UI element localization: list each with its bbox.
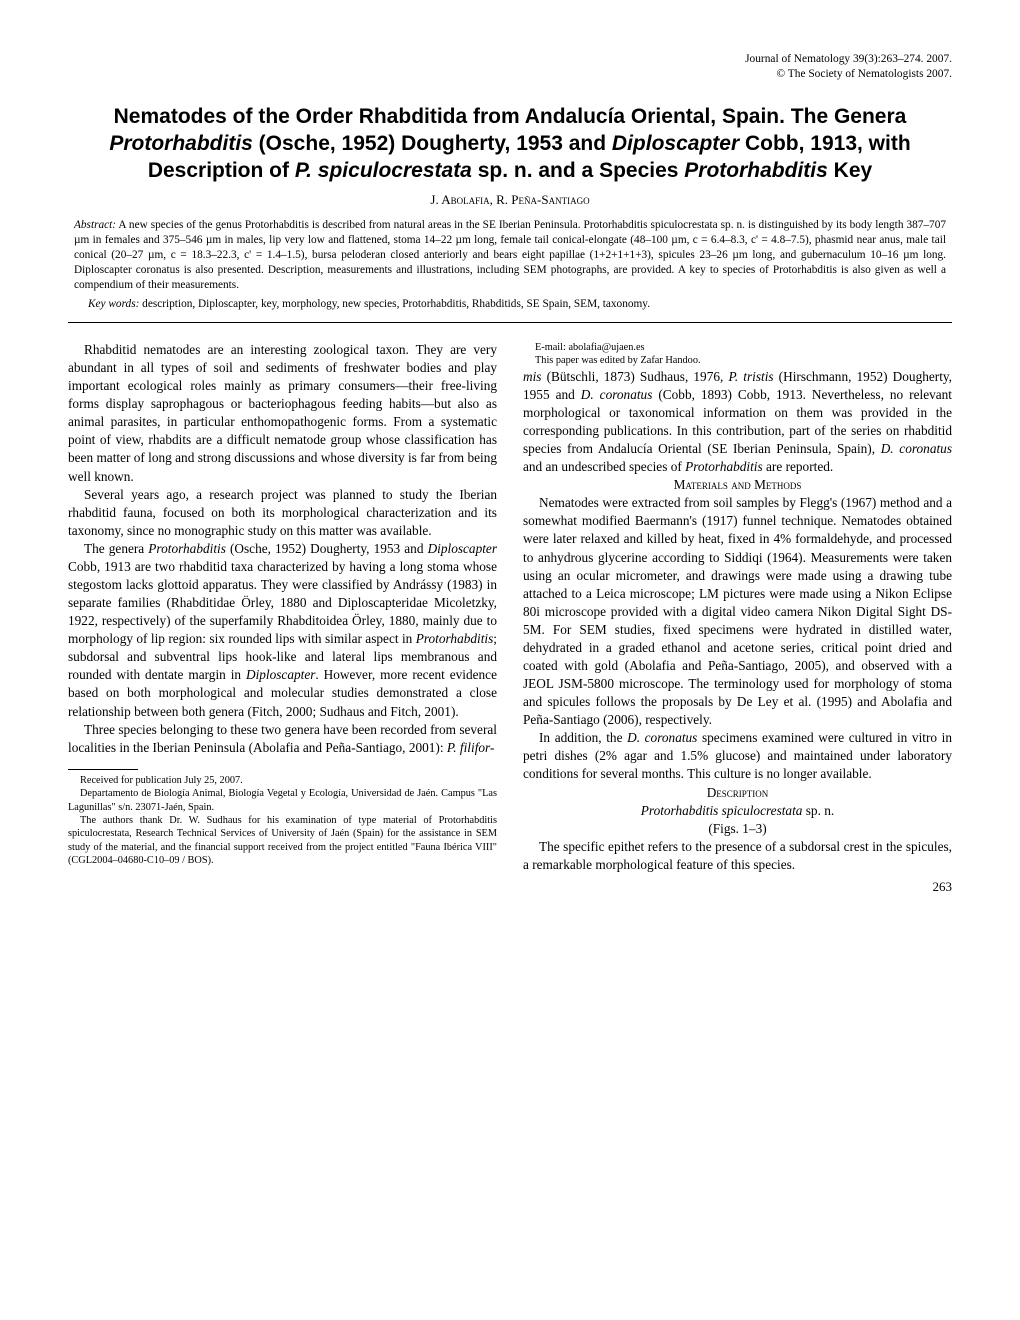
p5b: (Bütschli, 1873) Sudhaus, 1976, [541, 369, 728, 384]
materials-methods-head: Materials and Methods [523, 476, 952, 494]
title-genus3: P. spiculocrestata [295, 159, 472, 182]
keywords-body: description, Diploscapter, key, morpholo… [139, 298, 650, 310]
p3c: (Osche, 1952) Dougherty, 1953 and [226, 541, 428, 556]
p3b: Protorhabditis [148, 541, 226, 556]
p4a: Three species belonging to these two gen… [68, 722, 497, 755]
article-title: Nematodes of the Order Rhabditida from A… [68, 103, 952, 185]
title-mid3: sp. n. and a Species [472, 159, 684, 182]
species-name: Protorhabditis spiculocrestata sp. n. [523, 802, 952, 820]
figs-line: (Figs. 1–3) [523, 820, 952, 838]
title-genus1: Protorhabditis [109, 132, 253, 155]
p3f: Protorhabditis [416, 631, 494, 646]
p3a: The genera [84, 541, 148, 556]
description-head: Description [523, 784, 952, 802]
keywords-head: Key words: [88, 298, 139, 310]
p5c: P. tristis [728, 369, 773, 384]
p5g: D. coronatus [881, 441, 952, 456]
p7a: In addition, the [539, 730, 627, 745]
paragraph-8: The specific epithet refers to the prese… [523, 838, 952, 874]
species-b: sp. n. [802, 803, 834, 818]
journal-line2: © The Society of Nematologists 2007. [777, 68, 953, 80]
p7b: D. coronatus [627, 730, 697, 745]
p5a: mis [523, 369, 541, 384]
footnote-4: E-mail: abolafia@ujaen.es [523, 341, 952, 354]
p4b: P. filifor- [447, 740, 495, 755]
title-mid1: (Osche, 1952) Dougherty, 1953 and [253, 132, 612, 155]
paragraph-6: Nematodes were extracted from soil sampl… [523, 494, 952, 729]
divider [68, 322, 952, 323]
footnote-3: The authors thank Dr. W. Sudhaus for his… [68, 814, 497, 868]
paragraph-5: mis (Bütschli, 1873) Sudhaus, 1976, P. t… [523, 368, 952, 476]
paragraph-1: Rhabditid nematodes are an interesting z… [68, 341, 497, 486]
body-columns: Rhabditid nematodes are an interesting z… [68, 341, 952, 874]
footnote-1: Received for publication July 25, 2007. [68, 774, 497, 787]
paragraph-7: In addition, the D. coronatus specimens … [523, 729, 952, 783]
p3h: Diploscapter [246, 667, 315, 682]
page-number: 263 [68, 878, 952, 896]
title-genus4: Protorhabditis [684, 159, 828, 182]
paragraph-2: Several years ago, a research project wa… [68, 486, 497, 540]
journal-line1: Journal of Nematology 39(3):263–274. 200… [745, 53, 952, 65]
abstract-body: A new species of the genus Protorhabditi… [74, 219, 946, 291]
paragraph-4: Three species belonging to these two gen… [68, 721, 497, 757]
keywords: Key words: description, Diploscapter, ke… [74, 297, 946, 312]
title-pre1: Nematodes of the Order Rhabditida from A… [114, 105, 907, 128]
title-genus2: Diploscapter [612, 132, 739, 155]
footnote-5: This paper was edited by Zafar Handoo. [523, 354, 952, 367]
title-post: Key [828, 159, 872, 182]
journal-info: Journal of Nematology 39(3):263–274. 200… [68, 52, 952, 83]
p5h: and an undescribed species of [523, 459, 685, 474]
species-a: Protorhabditis spiculocrestata [641, 803, 803, 818]
abstract: Abstract: A new species of the genus Pro… [74, 218, 946, 293]
p5e: D. coronatus [581, 387, 653, 402]
p5i: Protorhabditis [685, 459, 763, 474]
p5j: are reported. [763, 459, 834, 474]
footnote-rule [68, 769, 138, 770]
p3d: Diploscapter [428, 541, 497, 556]
paragraph-3: The genera Protorhabditis (Osche, 1952) … [68, 540, 497, 721]
footnote-2: Departamento de Biología Animal, Biologí… [68, 787, 497, 814]
authors: J. Abolafia, R. Peña-Santiago [68, 191, 952, 209]
abstract-head: Abstract: [74, 219, 116, 231]
